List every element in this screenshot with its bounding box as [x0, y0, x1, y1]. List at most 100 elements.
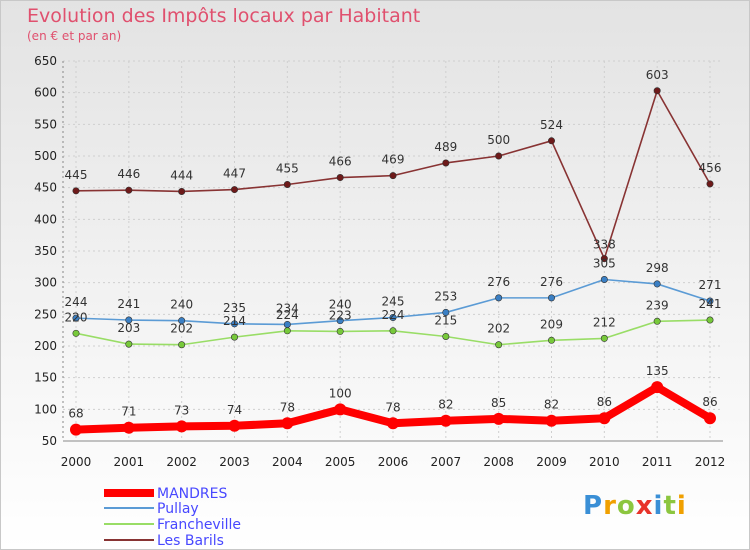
chart-subtitle: (en € et par an): [27, 29, 122, 43]
data-label-francheville-2010: 212: [593, 315, 616, 329]
data-label-francheville-2003: 214: [223, 314, 246, 328]
data-label-francheville-2008: 202: [487, 322, 510, 336]
data-label-mandres-2004: 78: [280, 400, 295, 414]
y-tick-label-500: 500: [34, 149, 57, 163]
y-tick-label-150: 150: [34, 371, 57, 385]
data-label-pullay-2011: 298: [646, 261, 669, 275]
x-tick-label-2004: 2004: [272, 455, 303, 469]
data-label-francheville-2009: 209: [540, 317, 563, 331]
point-francheville-2002: [178, 341, 186, 349]
x-tick-label-2007: 2007: [431, 455, 462, 469]
point-mandres-2001: [122, 421, 135, 434]
point-les-barils-2011: [653, 87, 661, 95]
point-francheville-2003: [231, 333, 239, 341]
data-label-les-barils-2006: 469: [382, 153, 405, 167]
data-label-mandres-2003: 74: [227, 403, 242, 417]
point-pullay-2000: [72, 314, 80, 322]
data-label-les-barils-2004: 455: [276, 162, 299, 176]
x-tick-label-2005: 2005: [325, 455, 356, 469]
data-label-mandres-2010: 86: [597, 395, 612, 409]
point-francheville-2000: [72, 329, 80, 337]
data-label-les-barils-2009: 524: [540, 118, 563, 132]
data-label-francheville-2011: 239: [646, 298, 669, 312]
data-label-pullay-2012: 271: [699, 278, 722, 292]
data-label-francheville-2012: 241: [699, 297, 722, 311]
data-label-mandres-2001: 71: [121, 405, 136, 419]
point-mandres-2003: [228, 419, 241, 432]
data-label-les-barils-2011: 603: [646, 68, 669, 82]
data-label-francheville-2001: 203: [117, 321, 140, 335]
data-label-pullay-2005: 240: [329, 298, 352, 312]
data-label-pullay-2000: 244: [65, 295, 88, 309]
point-mandres-2012: [704, 412, 716, 425]
data-label-pullay-2010: 305: [593, 257, 616, 271]
point-francheville-2009: [547, 336, 555, 344]
point-les-barils-2006: [389, 172, 397, 180]
point-pullay-2011: [653, 280, 661, 288]
point-mandres-2007: [439, 414, 452, 427]
point-les-barils-2000: [72, 187, 80, 195]
point-mandres-2006: [387, 417, 399, 430]
x-tick-label-2012: 2012: [695, 455, 726, 469]
chart-title: Evolution des Impôts locaux par Habitant: [27, 5, 421, 27]
point-les-barils-2002: [178, 187, 186, 195]
y-tick-label-550: 550: [34, 117, 57, 131]
point-pullay-2012: [706, 297, 714, 305]
point-les-barils-2001: [125, 186, 133, 194]
data-label-pullay-2007: 253: [434, 289, 457, 303]
y-tick-label-400: 400: [34, 212, 57, 226]
y-tick-label-250: 250: [34, 307, 57, 321]
point-francheville-2008: [495, 341, 503, 349]
data-label-les-barils-2000: 445: [65, 168, 88, 182]
x-tick-label-2009: 2009: [536, 455, 567, 469]
point-pullay-2009: [547, 294, 555, 302]
point-francheville-2005: [336, 327, 344, 335]
data-label-les-barils-2001: 446: [117, 167, 140, 181]
point-mandres-2002: [175, 420, 188, 433]
data-label-francheville-2005: 223: [329, 308, 352, 322]
point-pullay-2007: [442, 308, 450, 316]
point-les-barils-2009: [547, 137, 555, 145]
point-les-barils-2004: [283, 181, 291, 189]
point-pullay-2010: [600, 275, 608, 283]
data-label-francheville-2000: 220: [65, 310, 88, 324]
point-francheville-2010: [600, 334, 608, 342]
point-mandres-2000: [70, 423, 82, 436]
data-label-mandres-2009: 82: [544, 398, 559, 412]
x-tick-label-2008: 2008: [483, 455, 514, 469]
point-mandres-2010: [598, 412, 611, 425]
point-francheville-2011: [653, 317, 661, 325]
data-label-francheville-2002: 202: [170, 322, 193, 336]
point-les-barils-2005: [336, 174, 344, 182]
data-label-mandres-2000: 68: [68, 407, 83, 421]
x-tick-label-2010: 2010: [589, 455, 620, 469]
legend-label-francheville: Francheville: [157, 517, 241, 533]
y-tick-label-100: 100: [34, 402, 57, 416]
point-mandres-2009: [545, 414, 558, 427]
x-tick-label-2000: 2000: [61, 455, 92, 469]
data-label-les-barils-2012: 456: [699, 161, 722, 175]
point-les-barils-2012: [706, 180, 714, 188]
point-francheville-2012: [706, 316, 714, 324]
x-tick-label-2002: 2002: [166, 455, 197, 469]
point-pullay-2003: [231, 320, 239, 328]
data-label-les-barils-2005: 466: [329, 155, 352, 169]
point-francheville-2004: [283, 327, 291, 335]
data-label-pullay-2001: 241: [117, 297, 140, 311]
data-label-les-barils-2003: 447: [223, 167, 246, 181]
legend-label-pullay: Pullay: [157, 501, 199, 517]
point-les-barils-2007: [442, 159, 450, 167]
data-label-les-barils-2002: 444: [170, 168, 193, 182]
point-pullay-2005: [336, 317, 344, 325]
data-label-francheville-2007: 215: [434, 314, 457, 328]
data-label-francheville-2004: 224: [276, 308, 299, 322]
x-tick-label-2006: 2006: [378, 455, 409, 469]
data-label-les-barils-2007: 489: [434, 140, 457, 154]
data-label-mandres-2008: 85: [491, 396, 506, 410]
y-tick-label-450: 450: [34, 181, 57, 195]
data-label-mandres-2011: 135: [646, 364, 669, 378]
data-label-pullay-2002: 240: [170, 298, 193, 312]
y-tick-label-200: 200: [34, 339, 57, 353]
